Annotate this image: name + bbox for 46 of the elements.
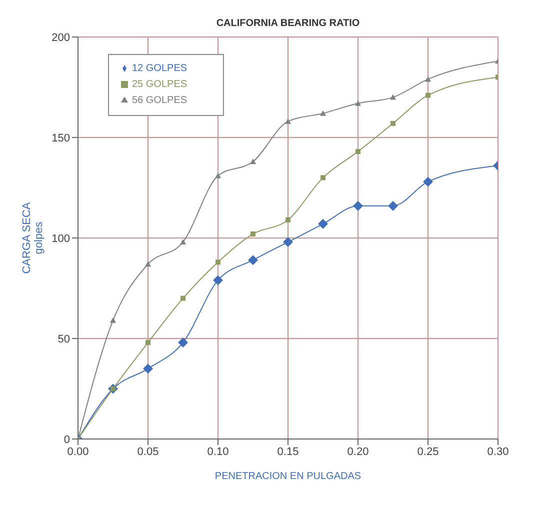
y-tick-label: 0 — [64, 434, 70, 446]
point — [355, 100, 361, 106]
point — [143, 364, 153, 374]
point — [356, 149, 360, 154]
x-tick-label: 0.30 — [487, 446, 509, 458]
point — [286, 217, 290, 222]
y-tick-label: 200 — [52, 32, 70, 44]
x-tick-label: 0.00 — [67, 446, 89, 458]
point — [425, 76, 431, 82]
point — [250, 158, 256, 164]
legend-label: 56 GOLPES — [132, 95, 188, 106]
point — [353, 200, 363, 211]
point — [146, 340, 150, 346]
point — [178, 338, 188, 348]
x-tick-label: 0.25 — [417, 446, 439, 458]
point — [250, 231, 256, 236]
legend-label: 12 GOLPES — [132, 63, 188, 74]
point — [318, 218, 328, 229]
x-tick-label: 0.10 — [207, 446, 229, 458]
point — [390, 94, 396, 100]
point — [320, 110, 326, 116]
x-tick-label: 0.20 — [347, 446, 369, 458]
point — [215, 172, 221, 178]
point — [216, 260, 220, 265]
x-tick-label: 0.05 — [137, 446, 159, 458]
legend-label: 25 GOLPES — [132, 79, 188, 90]
point — [426, 92, 430, 98]
x-axis-title: PENETRACION EN PULGADAS — [214, 471, 362, 482]
point — [180, 239, 186, 245]
chart-title: CALIFORNIA BEARING RATIO — [215, 17, 361, 29]
point — [320, 175, 326, 180]
point — [283, 237, 293, 248]
point — [180, 296, 186, 301]
y-tick-label: 50 — [58, 333, 70, 346]
point — [110, 317, 116, 323]
point — [145, 261, 151, 267]
x-tick-label: 0.15 — [277, 446, 299, 458]
y-axis-title: CARGA SECA golpes — [21, 202, 45, 274]
point — [423, 176, 433, 187]
point — [388, 200, 398, 211]
point — [390, 120, 396, 126]
point — [213, 275, 223, 286]
point — [248, 255, 258, 266]
y-tick-label: 100 — [52, 232, 70, 245]
point — [285, 118, 291, 124]
y-tick-label: 150 — [52, 132, 70, 144]
